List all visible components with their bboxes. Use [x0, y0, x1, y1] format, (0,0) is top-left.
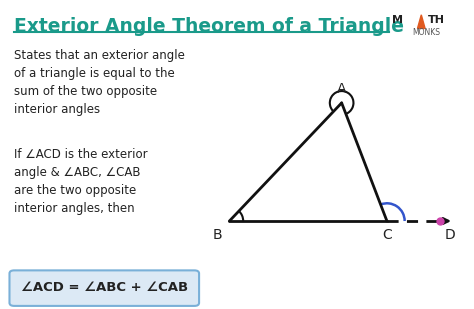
Text: If ∠ACD is the exterior
angle & ∠ABC, ∠CAB
are the two opposite
interior angles,: If ∠ACD is the exterior angle & ∠ABC, ∠C…	[14, 148, 148, 215]
Text: Exterior Angle Theorem of a Triangle: Exterior Angle Theorem of a Triangle	[14, 17, 404, 36]
FancyBboxPatch shape	[9, 270, 199, 306]
Text: C: C	[382, 228, 392, 242]
Text: ∠ACD = ∠ABC + ∠CAB: ∠ACD = ∠ABC + ∠CAB	[21, 281, 188, 294]
Polygon shape	[418, 15, 425, 28]
Text: States that an exterior angle
of a triangle is equal to the
sum of the two oppos: States that an exterior angle of a trian…	[14, 49, 185, 116]
Text: M: M	[392, 15, 403, 25]
Text: A: A	[337, 82, 346, 96]
Text: B: B	[213, 228, 222, 242]
Text: TH: TH	[428, 15, 445, 25]
Text: MONKS: MONKS	[412, 28, 441, 37]
Text: D: D	[445, 228, 456, 242]
